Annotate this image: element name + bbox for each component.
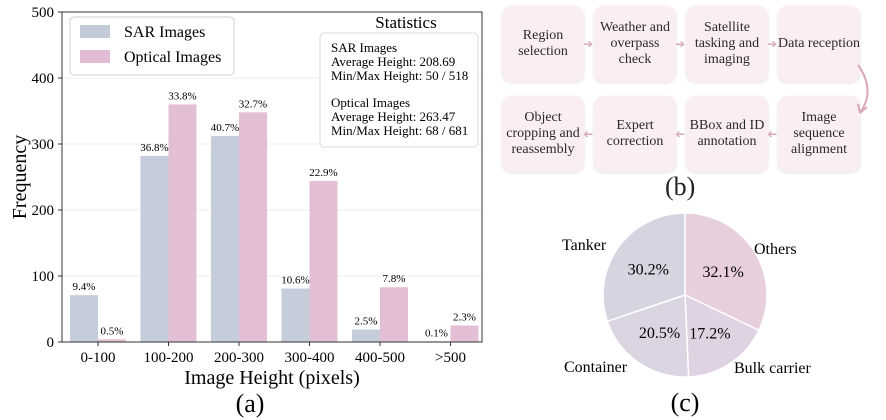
panel-c-label: (c) xyxy=(671,388,700,417)
workflow-step: Weather and overpass check xyxy=(594,6,676,82)
x-tick-label: 400-500 xyxy=(355,350,405,366)
x-tick-label: 0-100 xyxy=(81,350,116,366)
pie-category-label: Container xyxy=(564,359,628,376)
bar-sar xyxy=(70,295,98,342)
workflow-step: Data reception xyxy=(778,6,860,82)
pie-category-label: Bulk carrier xyxy=(734,360,812,377)
data-label: 33.8% xyxy=(168,90,196,102)
panel-a-label: (a) xyxy=(236,389,265,418)
pie-percent-label: 30.2% xyxy=(628,262,669,279)
workflow-step: BBox and ID annotation xyxy=(686,96,768,172)
stats-line: Min/Max Height: 68 / 681 xyxy=(331,123,468,138)
data-label: 9.4% xyxy=(73,281,96,293)
stats-line: Min/Max Height: 50 / 518 xyxy=(331,68,468,83)
statistics-box: Statistics SAR Images Average Height: 20… xyxy=(319,13,479,148)
bar-optical xyxy=(309,180,338,342)
statistics-title: Statistics xyxy=(375,13,436,32)
data-label: 7.8% xyxy=(383,273,406,285)
pie-percent-label: 32.1% xyxy=(702,264,743,281)
arrow-right-icon: ➔ xyxy=(583,37,594,51)
data-label: 2.5% xyxy=(355,315,378,327)
panel-b-label: (b) xyxy=(665,172,696,201)
bar-optical xyxy=(239,112,267,342)
data-label: 36.8% xyxy=(140,142,168,154)
workflow-diagram: Region selection Weather and overpass ch… xyxy=(490,0,886,210)
bar-sar xyxy=(352,329,380,342)
y-tick-label: 400 xyxy=(32,71,55,87)
x-tick-label: 200-300 xyxy=(214,350,264,366)
data-label: 0.1% xyxy=(425,327,448,339)
pie-slice xyxy=(602,212,686,323)
stats-line: Optical Images xyxy=(331,95,410,110)
pie-percent-label: 17.2% xyxy=(689,326,730,343)
bar-optical xyxy=(450,325,479,342)
pie-slice xyxy=(606,293,690,378)
y-tick-label: 500 xyxy=(32,5,55,21)
x-axis-label: Image Height (pixels) xyxy=(184,367,360,389)
data-label: 40.7% xyxy=(211,122,239,134)
pie-category-label: Others xyxy=(754,241,797,258)
stats-line: SAR Images xyxy=(331,40,397,55)
bar-sar xyxy=(140,155,169,342)
workflow-step: Expert correction xyxy=(594,96,676,172)
data-label: 22.9% xyxy=(309,167,337,179)
pie-slice xyxy=(684,212,768,332)
arrow-right-icon: ➔ xyxy=(767,37,778,51)
bar-optical xyxy=(98,339,126,342)
data-label: 10.6% xyxy=(281,275,309,287)
pie-slice xyxy=(684,293,760,378)
plot-frame xyxy=(61,11,483,343)
y-tick-label: 100 xyxy=(32,269,55,285)
workflow-step: Image sequence alignment xyxy=(778,96,860,172)
legend-label-optical: Optical Images xyxy=(124,49,221,66)
data-label: 0.5% xyxy=(101,325,124,337)
workflow-step: Region selection xyxy=(502,6,584,82)
y-axis-label: Frequency xyxy=(9,135,31,219)
arrow-left-icon: ➔ xyxy=(675,127,686,141)
arrow-right-icon: ➔ xyxy=(675,37,686,51)
y-tick-label: 200 xyxy=(32,203,55,219)
pie-percent-label: 20.5% xyxy=(639,325,680,342)
bar-sar xyxy=(281,288,310,342)
legend-swatch-sar xyxy=(80,25,110,38)
x-tick-label: 100-200 xyxy=(144,350,194,366)
bar-optical xyxy=(380,287,408,342)
legend-swatch-optical xyxy=(80,50,110,63)
x-tick-label: 300-400 xyxy=(285,350,335,366)
workflow-step: Object cropping and reassembly xyxy=(502,96,584,172)
stats-line: Average Height: 208.69 xyxy=(331,54,455,69)
curved-arrow-icon xyxy=(857,64,869,114)
arrow-left-icon: ➔ xyxy=(767,127,778,141)
stats-line: Average Height: 263.47 xyxy=(331,109,456,124)
y-tick-label: 300 xyxy=(32,137,55,153)
bar-chart: 0 100 200 300 400 500 9.4% 0.5% 36.8% 33.8% 40.7%… xyxy=(9,5,483,418)
bar-sar xyxy=(211,136,239,342)
y-tick-label: 0 xyxy=(47,335,55,351)
workflow-step: Satellite tasking and imaging xyxy=(686,6,768,82)
x-tick-label: >500 xyxy=(435,350,466,366)
bar-optical xyxy=(168,104,197,343)
arrow-left-icon: ➔ xyxy=(583,127,594,141)
legend-label-sar: SAR Images xyxy=(124,24,205,41)
pie-chart: 32.1% 17.2% 20.5% 30.2% Others Bulk carrier… xyxy=(562,212,812,417)
legend: SAR Images Optical Images xyxy=(69,16,235,76)
data-label: 32.7% xyxy=(239,98,267,110)
pie-category-label: Tanker xyxy=(562,237,607,254)
data-label: 2.3% xyxy=(453,312,476,324)
